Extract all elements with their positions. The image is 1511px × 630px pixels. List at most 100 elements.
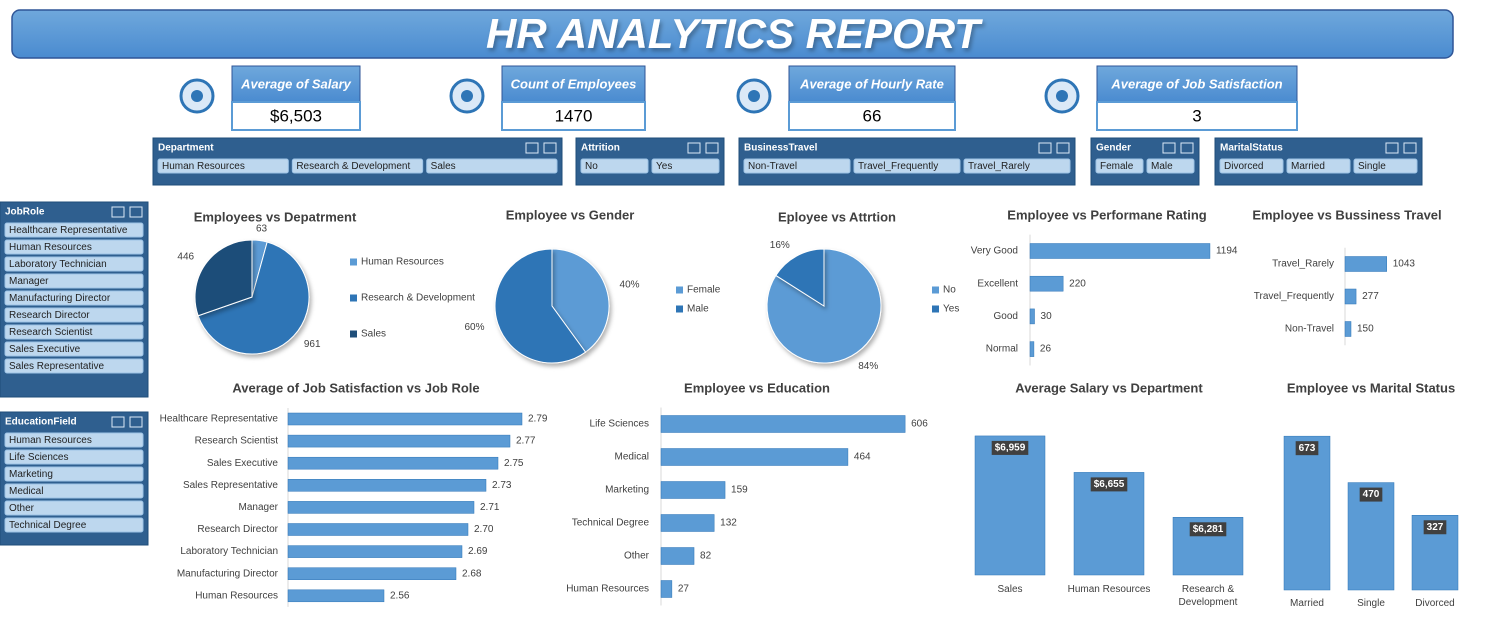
slicer-item-label[interactable]: Research Director: [9, 310, 90, 321]
slicer-item-label[interactable]: Human Resources: [9, 435, 92, 446]
clear-filter-button[interactable]: [129, 206, 143, 218]
slicer-item[interactable]: [4, 273, 144, 289]
category-label: Life Sciences: [590, 419, 649, 430]
chart-title: Employee vs Bussiness Travel: [1252, 207, 1441, 222]
multi-select-button[interactable]: [1162, 142, 1176, 154]
legend-swatch: [932, 286, 939, 294]
category-label: Manager: [239, 502, 279, 513]
kpi-label: Count of Employees: [511, 76, 637, 91]
bar: [1029, 243, 1211, 259]
slicer-item[interactable]: [963, 158, 1071, 174]
multi-select-button[interactable]: [1038, 142, 1052, 154]
slicer-item-label[interactable]: Sales Representative: [9, 361, 104, 372]
category-label: Travel_Frequently: [1254, 291, 1334, 302]
clear-filter-button[interactable]: [129, 416, 143, 428]
slicer-item[interactable]: [4, 466, 144, 482]
clear-filter-button[interactable]: [1403, 142, 1417, 154]
slicer-item-label[interactable]: Human Resources: [9, 242, 92, 253]
slicer-item[interactable]: [1219, 158, 1284, 174]
slicer-item[interactable]: [1353, 158, 1418, 174]
slicer-item[interactable]: [1095, 158, 1144, 174]
slicer-item[interactable]: [4, 449, 144, 465]
multi-select-button[interactable]: [687, 142, 701, 154]
multi-select-button[interactable]: [111, 206, 125, 218]
category-label: Research Director: [197, 524, 278, 535]
multi-select-button[interactable]: [1385, 142, 1399, 154]
slicer-item[interactable]: [4, 256, 144, 272]
clear-filter-button[interactable]: [1056, 142, 1070, 154]
slicer-item-label[interactable]: Manager: [9, 276, 49, 287]
kpi-value-box: [501, 101, 646, 131]
title-banner: [11, 9, 1454, 59]
slicer-item-label[interactable]: Male: [1151, 161, 1173, 172]
slicer-item-label[interactable]: Medical: [9, 486, 43, 497]
category-label: Married: [1290, 598, 1324, 609]
bar: [287, 456, 499, 470]
clear-filter-button[interactable]: [1180, 142, 1194, 154]
slicer-title: BusinessTravel: [744, 143, 818, 154]
slicer-item-label[interactable]: Human Resources: [162, 161, 245, 172]
slicer-item[interactable]: [4, 483, 144, 499]
slicer-item[interactable]: [853, 158, 961, 174]
slicer-item-label[interactable]: Other: [9, 503, 35, 514]
slicer-item[interactable]: [580, 158, 649, 174]
pie-slice: [197, 241, 310, 355]
slicer-item-label[interactable]: Manufacturing Director: [9, 293, 111, 304]
slicer-item[interactable]: [651, 158, 720, 174]
slicer-item-label[interactable]: No: [585, 161, 598, 172]
legend-label: Yes: [943, 304, 959, 315]
slicer-item-label[interactable]: Marketing: [9, 469, 53, 480]
slicer-item[interactable]: [4, 239, 144, 255]
slicer-item[interactable]: [4, 222, 144, 238]
bar: [1344, 288, 1357, 305]
slicer-item[interactable]: [4, 500, 144, 516]
slicer-item-label[interactable]: Yes: [656, 161, 672, 172]
slicer-item-label[interactable]: Travel_Rarely: [968, 161, 1030, 172]
clear-filter-button[interactable]: [705, 142, 719, 154]
data-label: 2.75: [504, 458, 524, 469]
slicer-item-label[interactable]: Sales: [431, 161, 456, 172]
slicer-item-label[interactable]: Single: [1358, 161, 1386, 172]
slicer-item-label[interactable]: Laboratory Technician: [9, 259, 107, 270]
slicer-item[interactable]: [4, 432, 144, 448]
data-label: 40%: [620, 279, 640, 290]
legend-label: No: [943, 285, 956, 296]
slicer-item-label[interactable]: Life Sciences: [9, 452, 68, 463]
clear-filter-button[interactable]: [543, 142, 557, 154]
slicer-item[interactable]: [4, 517, 144, 533]
multi-select-button[interactable]: [525, 142, 539, 154]
data-label: 1043: [1393, 259, 1416, 270]
slicer-item[interactable]: [743, 158, 851, 174]
slicer-item[interactable]: [157, 158, 289, 174]
slicer-title: Department: [158, 143, 214, 154]
slicer-item-label[interactable]: Research Scientist: [9, 327, 93, 338]
slicer-item[interactable]: [1146, 158, 1195, 174]
slicer-item[interactable]: [4, 324, 144, 340]
slicer-item-label[interactable]: Travel_Frequently: [858, 161, 938, 172]
slicer-item-label[interactable]: Married: [1291, 161, 1325, 172]
slicer-item-label[interactable]: Healthcare Representative: [9, 225, 128, 236]
slicer-item[interactable]: [426, 158, 558, 174]
slicer-item-label[interactable]: Female: [1100, 161, 1134, 172]
slicer-item[interactable]: [291, 158, 424, 174]
slicer-item[interactable]: [4, 307, 144, 323]
slicer-item[interactable]: [4, 358, 144, 374]
kpi-icon: [461, 90, 473, 102]
data-label: 1194: [1216, 246, 1238, 257]
multi-select-button[interactable]: [111, 416, 125, 428]
slicer-item-label[interactable]: Divorced: [1224, 161, 1263, 172]
slicer-item-label[interactable]: Technical Degree: [9, 520, 87, 531]
slicer-item-label[interactable]: Non-Travel: [748, 161, 797, 172]
chart-title: Employee vs Performane Rating: [1007, 207, 1206, 222]
slicer-item[interactable]: [1286, 158, 1351, 174]
slicer-item-label[interactable]: Sales Executive: [9, 344, 81, 355]
slicer-item[interactable]: [4, 290, 144, 306]
slicer-item[interactable]: [4, 341, 144, 357]
bar: [287, 501, 475, 514]
data-label-bg: [1090, 477, 1128, 492]
data-label: 2.73: [492, 480, 512, 491]
category-label: Divorced: [1415, 598, 1455, 609]
slicer-item-label[interactable]: Research & Development: [296, 161, 410, 172]
chart-title: Average Salary vs Department: [1015, 380, 1203, 395]
